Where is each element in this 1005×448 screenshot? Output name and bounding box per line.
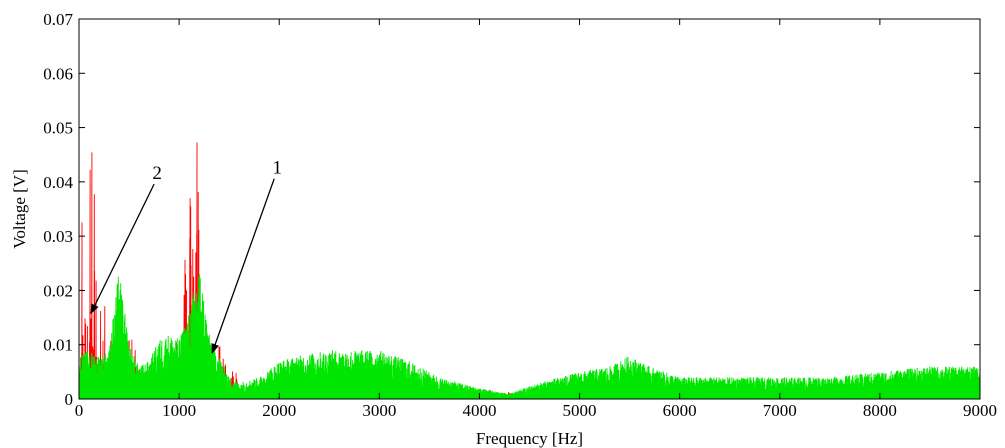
- x-tick-label: 0: [75, 401, 84, 420]
- y-tick-label: 0.03: [43, 227, 73, 246]
- series-layer: [79, 142, 980, 399]
- y-tick-label: 0.05: [43, 119, 73, 138]
- annotation-label-2: 2: [152, 163, 162, 184]
- x-tick-label: 9000: [963, 401, 997, 420]
- x-tick-label: 6000: [663, 401, 697, 420]
- x-axis-label: Frequency [Hz]: [476, 429, 583, 448]
- annotation-label-1: 1: [272, 158, 282, 179]
- annotations-layer: 12: [90, 158, 282, 354]
- y-tick-label: 0.07: [43, 10, 73, 29]
- y-tick-label: 0.01: [43, 336, 73, 355]
- annotation-arrow-2: [90, 183, 155, 315]
- x-tick-label: 8000: [863, 401, 897, 420]
- ticks-layer: 0 1000 2000 3000 4000 5000 6000 7000 8000 9000 0 0.…: [43, 10, 997, 420]
- y-axis-label: Voltage [V]: [10, 169, 29, 248]
- x-tick-label: 7000: [763, 401, 797, 420]
- series-green-line: [79, 274, 980, 399]
- x-tick-label: 2000: [262, 401, 296, 420]
- x-tick-label: 3000: [362, 401, 396, 420]
- annotation-arrow-1: [211, 178, 275, 354]
- y-tick-label: 0.06: [43, 64, 73, 83]
- x-tick-label: 1000: [162, 401, 196, 420]
- y-tick-label: 0.02: [43, 281, 73, 300]
- x-tick-label: 5000: [563, 401, 597, 420]
- x-tick-label: 4000: [462, 401, 496, 420]
- y-tick-label: 0: [65, 390, 74, 409]
- y-tick-label: 0.04: [43, 173, 73, 192]
- plot-frame: [78, 18, 981, 400]
